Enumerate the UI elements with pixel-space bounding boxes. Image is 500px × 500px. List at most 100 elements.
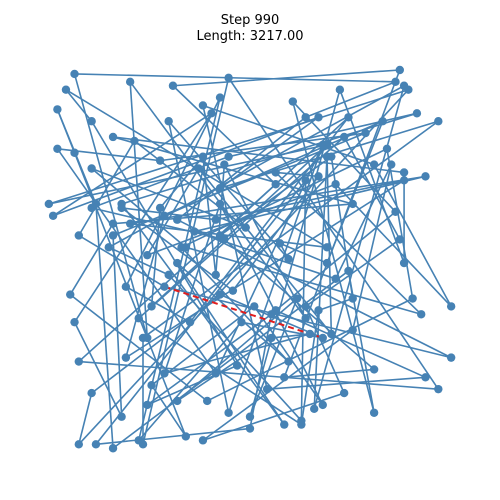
- city-point: [194, 164, 202, 172]
- route-segment: [306, 82, 396, 117]
- city-point: [323, 141, 331, 149]
- city-point: [66, 290, 74, 298]
- route-segment: [66, 90, 92, 122]
- city-point: [246, 424, 254, 432]
- city-point: [109, 133, 117, 141]
- city-point: [400, 176, 408, 184]
- city-point: [122, 353, 130, 361]
- city-point: [323, 243, 331, 251]
- city-point: [160, 283, 168, 291]
- city-point: [75, 440, 83, 448]
- city-point: [156, 156, 164, 164]
- city-point: [447, 302, 455, 310]
- city-point: [314, 172, 322, 180]
- city-point: [216, 184, 224, 192]
- city-point: [331, 275, 339, 283]
- city-point: [391, 208, 399, 216]
- city-point: [224, 409, 232, 417]
- city-point: [173, 397, 181, 405]
- city-point: [284, 357, 292, 365]
- route-segment: [164, 287, 451, 358]
- city-point: [314, 306, 322, 314]
- city-point: [378, 117, 386, 125]
- city-point: [293, 294, 301, 302]
- city-point: [169, 82, 177, 90]
- city-point: [400, 168, 408, 176]
- city-point: [404, 86, 412, 94]
- route-lines: [49, 70, 451, 448]
- city-point: [212, 216, 220, 224]
- city-point: [301, 314, 309, 322]
- route-segment: [203, 393, 344, 440]
- city-point: [271, 168, 279, 176]
- city-point: [387, 160, 395, 168]
- city-point: [297, 420, 305, 428]
- route-segment: [96, 429, 250, 445]
- city-point: [70, 318, 78, 326]
- city-point: [216, 290, 224, 298]
- city-point: [301, 113, 309, 121]
- city-point: [327, 330, 335, 338]
- city-point: [361, 129, 369, 137]
- city-point: [62, 86, 70, 94]
- city-point: [233, 361, 241, 369]
- city-point: [147, 302, 155, 310]
- city-point: [87, 389, 95, 397]
- city-point: [434, 117, 442, 125]
- city-point: [250, 302, 258, 310]
- city-point: [109, 231, 117, 239]
- city-point: [396, 235, 404, 243]
- route-segment: [267, 377, 425, 389]
- city-point: [224, 74, 232, 82]
- city-point: [391, 78, 399, 86]
- city-point: [331, 180, 339, 188]
- city-point: [370, 365, 378, 373]
- city-point: [182, 432, 190, 440]
- city-point: [340, 133, 348, 141]
- city-point: [75, 231, 83, 239]
- city-point: [199, 436, 207, 444]
- city-point: [130, 137, 138, 145]
- city-point: [413, 109, 421, 117]
- route-segment: [75, 322, 122, 417]
- city-point: [173, 259, 181, 267]
- city-point: [92, 440, 100, 448]
- city-point: [370, 160, 378, 168]
- city-point: [109, 219, 117, 227]
- city-point: [421, 172, 429, 180]
- city-point: [164, 117, 172, 125]
- city-point: [263, 385, 271, 393]
- city-point: [135, 436, 143, 444]
- city-point: [216, 93, 224, 101]
- city-point: [53, 145, 61, 153]
- city-point: [323, 259, 331, 267]
- city-point: [280, 373, 288, 381]
- city-point: [246, 413, 254, 421]
- city-point: [105, 243, 113, 251]
- city-point: [126, 78, 134, 86]
- city-point: [267, 334, 275, 342]
- city-point: [434, 385, 442, 393]
- city-point: [135, 314, 143, 322]
- city-point: [370, 409, 378, 417]
- city-point: [319, 401, 327, 409]
- city-point: [173, 216, 181, 224]
- city-point: [143, 401, 151, 409]
- city-point: [344, 267, 352, 275]
- city-point: [267, 310, 275, 318]
- city-point: [92, 200, 100, 208]
- city-point: [70, 70, 78, 78]
- city-point: [301, 176, 309, 184]
- city-point: [421, 373, 429, 381]
- city-point: [400, 259, 408, 267]
- city-point: [340, 389, 348, 397]
- city-point: [349, 200, 357, 208]
- city-point: [220, 160, 228, 168]
- city-point: [383, 145, 391, 153]
- city-point: [242, 223, 250, 231]
- city-point: [212, 369, 220, 377]
- city-point: [271, 180, 279, 188]
- city-point: [306, 330, 314, 338]
- city-point: [70, 149, 78, 157]
- city-point: [117, 200, 125, 208]
